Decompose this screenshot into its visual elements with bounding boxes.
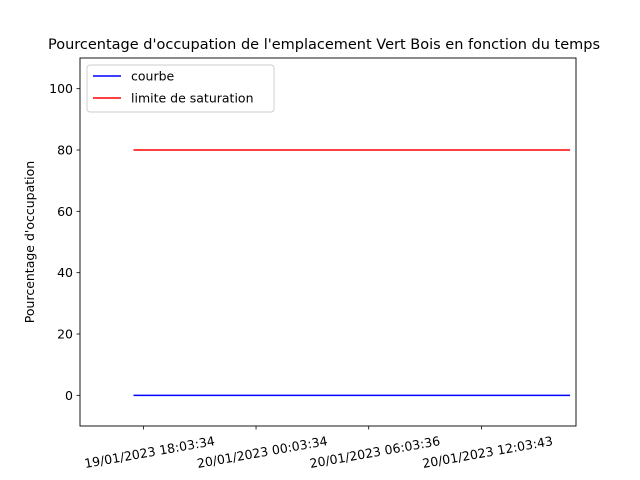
legend-box bbox=[86, 64, 275, 113]
chart-title: Pourcentage d'occupation de l'emplacemen… bbox=[48, 37, 600, 53]
legend-label: courbe bbox=[131, 69, 175, 84]
y-tick-label: 0 bbox=[65, 388, 73, 403]
y-tick-label: 100 bbox=[49, 81, 73, 96]
plot-area bbox=[80, 58, 576, 426]
plot-frame bbox=[79, 57, 577, 427]
y-tick-label: 40 bbox=[57, 265, 73, 280]
y-tick-label: 60 bbox=[57, 204, 73, 219]
y-tick-label: 20 bbox=[57, 327, 73, 342]
series-group bbox=[133, 149, 571, 397]
legend-label: limite de saturation bbox=[131, 91, 254, 106]
legend: courbe limite de saturation bbox=[86, 64, 275, 113]
y-axis-label: Pourcentage d'occupation bbox=[22, 161, 37, 323]
y-axis: 0 20 40 60 80 100 bbox=[49, 81, 80, 403]
y-tick-label: 80 bbox=[57, 143, 73, 158]
